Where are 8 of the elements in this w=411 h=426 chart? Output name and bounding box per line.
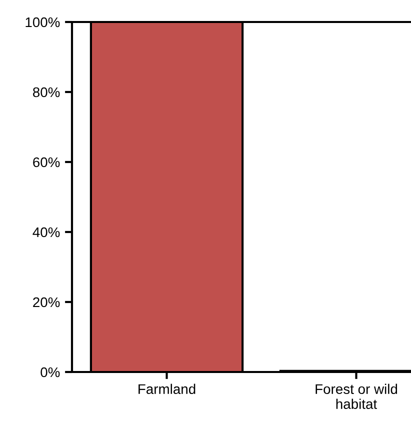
y-tick-label: 20% (33, 297, 60, 308)
y-tick-label: 40% (32, 227, 60, 238)
y-tick-label: 0% (40, 367, 60, 378)
y-tick-label: 80% (33, 87, 60, 98)
y-tick-label: 60% (33, 157, 60, 168)
y-tick-label: 100% (26, 17, 60, 28)
x-tick-label: Farmland (138, 384, 196, 394)
x-tick-label: Forest or wild habitat (316, 384, 398, 409)
